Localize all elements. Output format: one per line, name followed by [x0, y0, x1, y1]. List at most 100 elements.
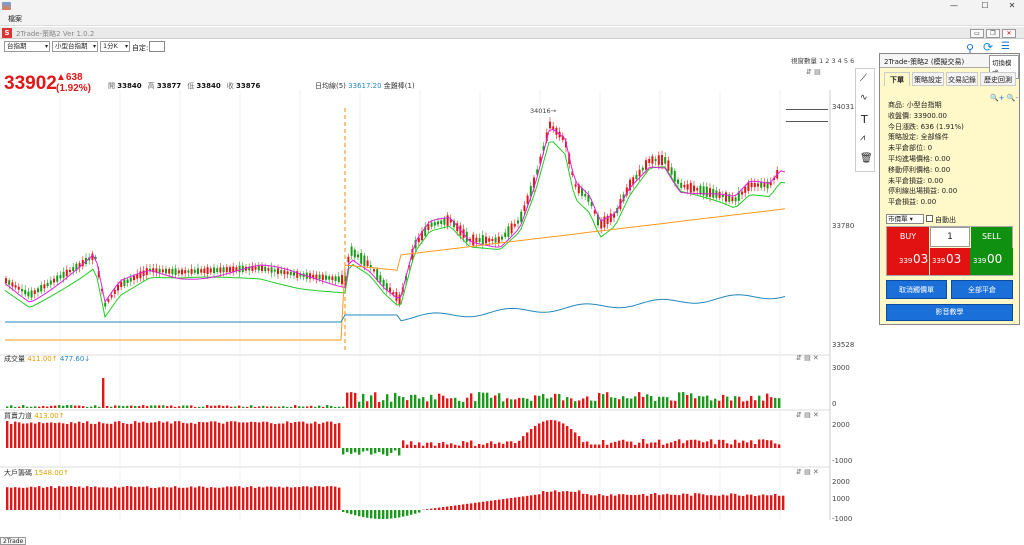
power-bar	[310, 423, 313, 448]
chip-bar	[98, 487, 101, 510]
chip-bar	[506, 498, 509, 510]
power-bar	[722, 439, 725, 448]
volume-bar	[610, 397, 613, 408]
volume-bar	[486, 392, 489, 408]
price-chart	[0, 90, 831, 520]
volume-bar	[554, 393, 557, 408]
signal-icon[interactable]: ⚲	[966, 42, 975, 55]
volume-bar	[82, 406, 85, 408]
chip-bar	[538, 494, 541, 510]
cancel-trigger-button[interactable]: 取消觸價單	[886, 280, 947, 299]
volume-bar	[14, 406, 17, 408]
chip-bar	[358, 510, 361, 517]
volume-bar	[506, 398, 509, 408]
power-bar	[42, 423, 45, 448]
power-panel-icons[interactable]: ⇵ ▤ ✕	[796, 411, 819, 419]
volume-bar	[42, 405, 45, 408]
volume-bar	[102, 378, 105, 408]
volume-bar	[726, 396, 729, 408]
power-bar	[230, 421, 233, 448]
text-tool-icon[interactable]: T	[861, 113, 868, 126]
tab-strategy[interactable]: 策略設定	[912, 72, 944, 86]
chip-bar	[66, 486, 69, 510]
volume-bar	[266, 406, 269, 408]
tab-records[interactable]: 交易記錄	[946, 72, 978, 86]
chip-bar	[222, 487, 225, 510]
menu-file[interactable]: 檔案	[8, 15, 22, 23]
chip-bar	[570, 491, 573, 510]
power-bar	[242, 422, 245, 448]
tab-order[interactable]: 下單	[884, 72, 910, 86]
volume-bar	[502, 401, 505, 408]
volume-bar	[138, 406, 141, 408]
volume-bar	[402, 397, 405, 408]
market-select[interactable]: 台指期 ▾	[4, 41, 50, 52]
volume-bar	[518, 397, 521, 408]
order-type-select[interactable]: 市價單 ▾	[886, 214, 924, 224]
minimize-button[interactable]: —	[950, 1, 958, 10]
chip-bar	[310, 487, 313, 510]
volume-panel-icons[interactable]: ⇵ ▤ ✕	[796, 354, 819, 362]
fan-tool-icon[interactable]: ⩘	[860, 133, 866, 143]
chip-bar	[502, 499, 505, 510]
chip-bar	[534, 494, 537, 510]
volume-bar	[202, 406, 205, 408]
auto-exit-checkbox[interactable]	[926, 215, 933, 222]
volume-bar	[742, 401, 745, 408]
chip-bar	[750, 494, 753, 510]
close-all-button[interactable]: 全部平倉	[951, 280, 1013, 299]
chip-bar	[550, 491, 553, 510]
trash-icon[interactable]: 🗑	[860, 153, 873, 164]
power-bar	[566, 425, 569, 448]
inner-minimize-button[interactable]: ▭	[970, 29, 984, 38]
power-bar	[354, 448, 357, 453]
power-bar	[406, 444, 409, 448]
refresh-icon[interactable]: ⟳	[983, 40, 994, 54]
chip-bar	[678, 495, 681, 510]
power-bar	[554, 420, 557, 448]
period-select[interactable]: 1分K ▾	[100, 41, 130, 52]
chip-bar	[106, 487, 109, 510]
power-bar	[522, 436, 525, 448]
panel-title: 2Trade-策略2 (模擬交易)	[884, 58, 965, 66]
tab-backtest[interactable]: 歷史回測	[980, 72, 1016, 86]
panel-info-line: 移動停利價格: 0.00	[888, 165, 951, 174]
power-bar	[98, 421, 101, 448]
chip-bar	[526, 495, 529, 510]
power-bar	[542, 421, 545, 448]
chip-bar	[710, 495, 713, 510]
power-bar	[650, 442, 653, 448]
chip-bar	[374, 510, 377, 519]
path-tool-icon[interactable]: ∿	[860, 93, 868, 103]
user-settings-icon[interactable]: ☰	[1001, 41, 1010, 52]
panel-info-line: 平倉損益: 0.00	[888, 198, 937, 207]
maximize-button[interactable]: ☐	[981, 1, 989, 10]
buy-price-display: 339 03	[930, 248, 970, 275]
power-bar	[282, 423, 285, 448]
inner-restore-button[interactable]: ❐	[986, 29, 1000, 38]
price-line-handle-2[interactable]	[786, 121, 828, 122]
chip-bar	[758, 495, 761, 510]
chip-bar	[602, 495, 605, 510]
close-button[interactable]: ✕	[1008, 1, 1016, 10]
volume-bar	[418, 398, 421, 408]
chip-bar	[706, 495, 709, 510]
product-select[interactable]: 小型台指期 ▾	[52, 41, 98, 52]
main-chart-tools-icon[interactable]: ⇵ ▤	[806, 68, 821, 76]
panel-info-line: 策略設定: 全部條件	[888, 133, 949, 142]
price-line-handle-1[interactable]	[786, 109, 828, 110]
inner-close-button[interactable]: ✕	[1002, 29, 1016, 38]
bottom-tab[interactable]: 2Trade	[0, 537, 26, 545]
chips-panel-icons[interactable]: ⇵ ▤ ✕	[796, 468, 819, 476]
video-tutorial-button[interactable]: 影音教學	[886, 304, 1013, 321]
power-bar	[62, 423, 65, 448]
volume-bar	[58, 405, 61, 408]
chart-set-selector[interactable]: 視窗數量 1 2 3 4 5 6	[791, 57, 855, 65]
custom-input[interactable]	[149, 41, 165, 52]
quantity-input[interactable]: 1	[930, 227, 970, 247]
line-tool-icon[interactable]: ⟋	[860, 73, 867, 84]
buy-button[interactable]: BUY 339 03	[887, 227, 929, 275]
volume-bar	[390, 401, 393, 408]
zoom-icons[interactable]: 🔍+ 🔍-	[990, 94, 1019, 102]
chip-bar	[362, 510, 365, 518]
